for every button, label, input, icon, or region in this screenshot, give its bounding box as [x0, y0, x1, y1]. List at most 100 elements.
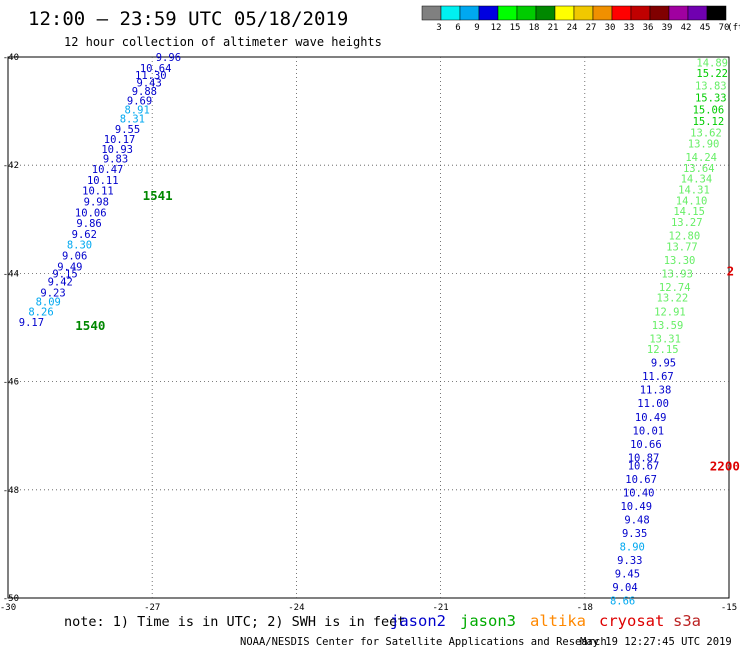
wave-height-value: 9.43: [137, 77, 162, 89]
wave-height-value: 10.40: [623, 488, 655, 500]
latitude-tick-label: -44: [3, 269, 19, 279]
colorbar-tick-label: 27: [586, 23, 597, 33]
gridlines: [8, 57, 729, 598]
latitude-tick-labels: -40 -42 -44 -46 -48 -50: [3, 53, 19, 604]
wave-height-value: 8.09: [36, 297, 61, 309]
colorbar-tick-label: 33: [624, 23, 635, 33]
footer-timestamp: May 19 12:27:45 UTC 2019: [580, 636, 732, 648]
colorbar-tick-label: 12: [491, 23, 502, 33]
colorbar-tick-label: 18: [529, 23, 540, 33]
colorbar-tick-label: 42: [681, 23, 692, 33]
colorbar-swatch: [630, 5, 651, 21]
colorbar-swatch: [478, 5, 499, 21]
wave-height-value: 9.49: [57, 261, 82, 273]
wave-height-value: 9.69: [127, 95, 152, 107]
longitude-tick-label: -15: [721, 603, 737, 613]
colorbar-swatch: [440, 5, 461, 21]
colorbar-tick-label: 15: [510, 23, 521, 33]
wave-height-value: 11.30: [135, 70, 167, 82]
colorbar-swatch: [497, 5, 518, 21]
footer-note: note: 1) Time is in UTC; 2) SWH is in fe…: [64, 614, 405, 630]
wave-height-value: 9.45: [615, 569, 640, 581]
wave-height-value: 8.90: [620, 542, 645, 554]
colorbar-tick-label: 36: [643, 23, 654, 33]
track-time-label: 1541: [143, 188, 173, 203]
wave-height-value: 12.74: [659, 282, 691, 294]
wave-height-value: 15.22: [696, 68, 728, 80]
wave-height-value: 13.93: [661, 268, 693, 280]
satellite-legend: jason2 jason3 altika cryosat s3a: [390, 612, 701, 630]
longitude-tick-label: -30: [0, 603, 16, 613]
wave-height-value: 8.91: [124, 104, 149, 116]
longitude-tick-label: -18: [577, 603, 593, 613]
wave-height-value: 10.11: [82, 186, 114, 198]
legend-entry-jason2: jason2: [390, 612, 446, 630]
wave-height-value: 9.88: [132, 86, 157, 98]
wave-height-value: 10.64: [140, 63, 172, 75]
longitude-tick-label: -21: [432, 603, 448, 613]
wave-height-value: 9.98: [84, 196, 109, 208]
wave-height-value: 13.27: [671, 217, 703, 229]
colorbar-swatch: [687, 5, 708, 21]
latitude-tick-label: -46: [3, 378, 19, 388]
colorbar-swatch: [573, 5, 594, 21]
wave-height-value: 13.77: [666, 241, 698, 253]
wave-height-value: 15.06: [693, 104, 725, 116]
wave-height-value: 14.31: [678, 185, 710, 197]
longitude-tick-label: -24: [288, 603, 304, 613]
wave-height-value: 9.17: [19, 317, 44, 329]
wave-height-value: 11.00: [637, 398, 669, 410]
wave-height-value: 14.24: [685, 152, 717, 164]
wave-height-value: 13.22: [657, 293, 689, 305]
wave-height-value: 14.15: [673, 206, 705, 218]
wave-height-value: 13.30: [664, 255, 696, 267]
latitude-tick-label: -48: [3, 486, 19, 496]
wave-height-value: 13.83: [695, 81, 727, 93]
wave-height-value: 14.34: [681, 174, 713, 186]
wave-height-value: 10.11: [87, 175, 119, 187]
wave-height-value: 8.31: [120, 114, 145, 126]
wave-height-value: 9.95: [651, 358, 676, 370]
colorbar-swatch: [516, 5, 537, 21]
wave-height-value: 9.83: [103, 154, 128, 166]
wave-height-value: 10.67: [625, 474, 657, 486]
colorbar-tick-label: 6: [455, 23, 460, 33]
wave-height-value: 10.06: [75, 207, 107, 219]
wave-height-value: 9.33: [617, 555, 642, 567]
colorbar-swatch: [611, 5, 632, 21]
wave-height-value: 10.49: [620, 501, 652, 513]
colorbar-swatch: [706, 5, 727, 21]
latitude-tick-label: -40: [3, 53, 19, 63]
colorbar-tick-label: 24: [567, 23, 578, 33]
wave-height-value: 12.91: [654, 306, 686, 318]
wave-height-value: 15.12: [693, 116, 725, 128]
wave-height-value: 9.15: [52, 268, 77, 280]
colorbar-tick-label: 30: [605, 23, 616, 33]
track-time-label: 2200: [710, 458, 740, 473]
track-time-label: 1540: [75, 318, 105, 333]
wave-height-value: 8.30: [67, 240, 92, 252]
wave-height-value: 11.38: [640, 385, 672, 397]
wave-height-value: 9.42: [48, 277, 73, 289]
legend-entry-cryosat: cryosat: [599, 612, 664, 630]
wave-height-value: 9.35: [622, 528, 647, 540]
altimeter-track-values: 9.9610.6411.309.439.889.698.918.319.5510…: [19, 52, 728, 608]
legend-entry-s3a: s3a: [673, 612, 701, 630]
wave-height-value: 10.17: [104, 134, 136, 146]
legend-entry-altika: altika: [530, 612, 586, 630]
colorbar-tick-label: 45: [700, 23, 711, 33]
wave-height-value: 9.06: [62, 251, 87, 263]
wave-height-value: 10.93: [101, 144, 133, 156]
wave-height-value: 13.90: [688, 139, 720, 151]
colorbar-tick-label: 70: [719, 23, 730, 33]
colorbar-swatch: [649, 5, 670, 21]
wave-height-value: 15.33: [695, 93, 727, 105]
map-area: -30 -27 -24 -21 -18 -15 -40 -42 -44 -46 -48 -50 9.…: [0, 52, 740, 613]
wave-height-value: 11.67: [642, 371, 674, 383]
map-frame: [7, 56, 730, 599]
wave-height-value: 10.49: [635, 412, 667, 424]
wave-height-value: 14.89: [696, 57, 728, 69]
wave-height-value: 9.62: [72, 229, 97, 241]
wave-height-value: 12.15: [647, 344, 679, 356]
